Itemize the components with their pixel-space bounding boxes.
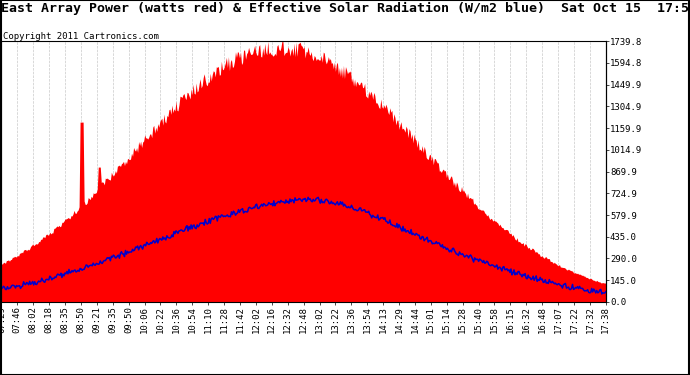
- Text: East Array Power (watts red) & Effective Solar Radiation (W/m2 blue)  Sat Oct 15: East Array Power (watts red) & Effective…: [1, 2, 690, 15]
- Text: Copyright 2011 Cartronics.com: Copyright 2011 Cartronics.com: [3, 32, 159, 41]
